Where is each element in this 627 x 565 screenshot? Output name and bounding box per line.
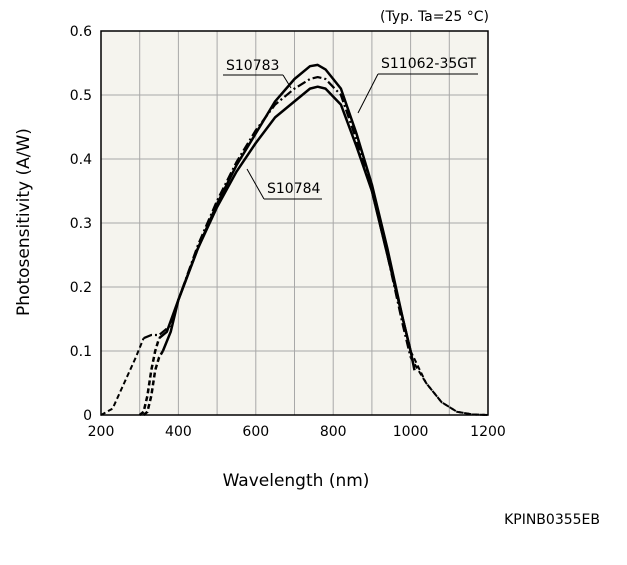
x-tick-label: 1000 — [393, 424, 429, 440]
x-tick-label: 800 — [320, 424, 347, 440]
plot-frame — [100, 30, 489, 416]
annotation-s10784-label: S10784 — [267, 181, 321, 197]
series-line-s11062-35gt-uv — [100, 337, 145, 416]
annotation-s10783-label: S10783 — [226, 58, 279, 74]
y-tick-label: 0.6 — [70, 24, 92, 40]
x-tick-label: 200 — [88, 424, 115, 440]
series-line-s10784-uv — [138, 337, 161, 416]
x-tick-label: 400 — [165, 424, 192, 440]
y-tick-label: 0 — [83, 408, 92, 424]
series-line-s10783-uv — [142, 350, 164, 416]
y-axis-title: Photosensitivity (A/W) — [14, 128, 34, 316]
annotation-s10784: S10784 — [246, 168, 322, 200]
y-tick-labels: 0 0.1 0.2 0.3 0.4 0.5 0.6 — [70, 24, 92, 424]
condition-label: (Typ. Ta=25 °C) — [380, 9, 489, 25]
y-tick-label: 0.5 — [70, 88, 92, 104]
x-tick-label: 600 — [242, 424, 269, 440]
x-tick-label: 1200 — [470, 424, 506, 440]
x-tick-labels: 200 400 600 800 1000 1200 — [88, 424, 506, 440]
y-tick-label: 0.4 — [70, 152, 92, 168]
y-tick-label: 0.1 — [70, 344, 92, 360]
grid-lines — [101, 31, 488, 415]
annotation-s10783: S10783 — [223, 58, 292, 89]
y-tick-label: 0.2 — [70, 280, 92, 296]
annotation-s11062-label: S11062-35GT — [381, 56, 477, 72]
annotation-s11062-35gt: S11062-35GT — [357, 56, 478, 114]
x-axis-title: Wavelength (nm) — [223, 471, 370, 491]
y-tick-label: 0.3 — [70, 216, 92, 232]
series-line-s10784 — [158, 85, 412, 352]
figure-code: KPINB0355EB — [504, 512, 600, 528]
